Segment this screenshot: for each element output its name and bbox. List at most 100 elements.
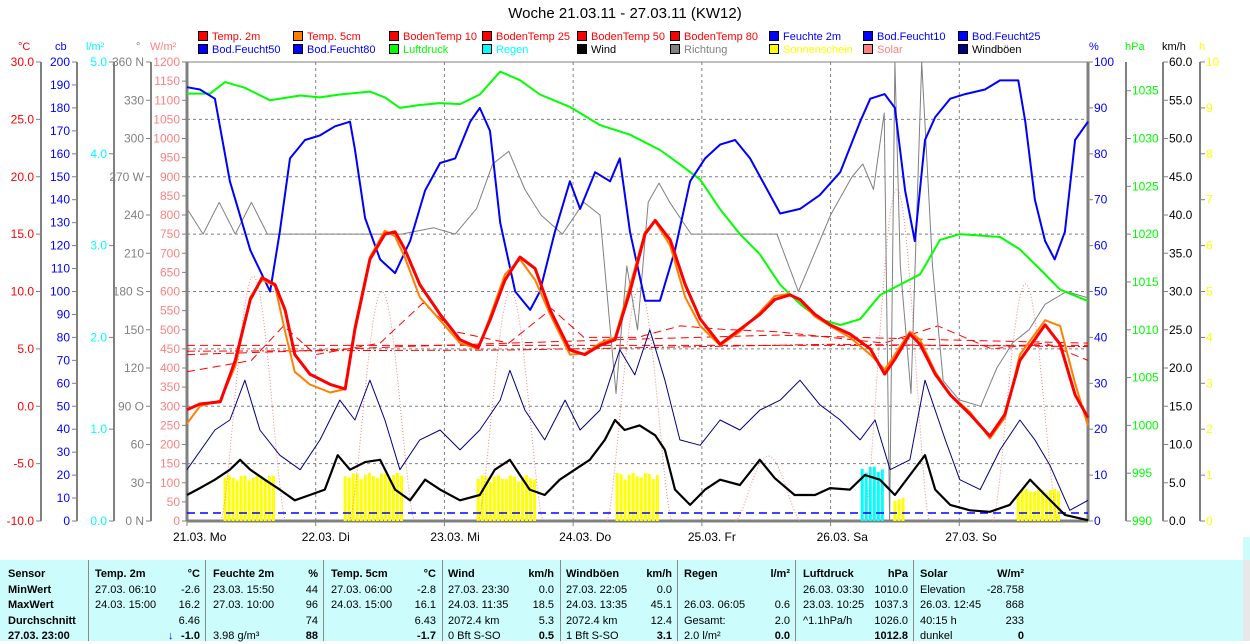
sunshine-bar bbox=[263, 480, 267, 521]
axis-tick-label: 1035 bbox=[1132, 84, 1159, 98]
column-header: Temp. 2m bbox=[95, 568, 146, 580]
cell-text: 27.03. 06:10 bbox=[95, 584, 157, 596]
column-unit: °C bbox=[423, 568, 436, 580]
sunshine-bar bbox=[1024, 488, 1028, 521]
cell-text: dunkel bbox=[920, 630, 953, 642]
axis-tick-label: 80 bbox=[57, 330, 71, 344]
axis-tick-label: 360 N bbox=[112, 55, 144, 69]
day-label: 23.03. Mi bbox=[430, 530, 479, 544]
cell-value: 868 bbox=[1005, 599, 1024, 611]
axis-tick-label: 35.0 bbox=[1169, 246, 1193, 260]
legend-swatch bbox=[863, 31, 873, 41]
axis-tick-label: 180 S bbox=[113, 285, 144, 299]
axis-tick-label: 700 bbox=[160, 246, 180, 260]
legend-label: Bod.Feucht80 bbox=[307, 44, 376, 56]
sunshine-bar bbox=[371, 476, 375, 521]
axis-tick-label: 50 bbox=[1094, 285, 1108, 299]
sunshine-bar bbox=[647, 473, 651, 521]
axis-tick-label: 20.0 bbox=[11, 170, 35, 184]
cell-text: 0 Bft S-SO bbox=[448, 630, 501, 642]
cell-text: 3.98 g/m³ bbox=[213, 630, 260, 642]
legend-item: Windböen bbox=[958, 44, 1022, 56]
series-bodentemp-50 bbox=[186, 343, 1089, 352]
sunshine-bar bbox=[383, 473, 387, 521]
sunshine-bar bbox=[375, 477, 379, 521]
column-unit: W/m² bbox=[997, 568, 1024, 580]
axis-tick-label: 300 bbox=[160, 399, 180, 413]
rain-bar bbox=[860, 468, 864, 521]
sunshine-bar bbox=[1048, 490, 1052, 521]
axis-unit-rain: l/m² bbox=[86, 41, 105, 53]
legend-item: Feuchte 2m bbox=[769, 31, 841, 43]
legend-swatch bbox=[958, 31, 968, 41]
legend-item: BodenTemp 50 bbox=[577, 31, 665, 43]
legend-label: Bod.Feucht10 bbox=[877, 31, 946, 43]
row-label: MinWert bbox=[8, 584, 52, 596]
sunshine-bar bbox=[1040, 489, 1044, 521]
sunshine-bar bbox=[255, 475, 259, 521]
axis-tick-label: 6 bbox=[1206, 239, 1213, 253]
sunshine-bar bbox=[643, 473, 647, 521]
cell-value: 0.0 bbox=[774, 630, 790, 642]
series-bodentemp-10 bbox=[186, 302, 1089, 373]
sunshine-bar bbox=[619, 474, 623, 521]
cell-value: 233 bbox=[1005, 615, 1024, 627]
sunshine-bar bbox=[488, 481, 492, 521]
axis-tick-label: 450 bbox=[160, 342, 180, 356]
legend-label: Bod.Feucht25 bbox=[972, 31, 1041, 43]
column-unit: hPa bbox=[887, 568, 908, 580]
solar-line bbox=[349, 290, 415, 522]
sunshine-bar bbox=[243, 475, 247, 521]
legend-swatch bbox=[670, 44, 680, 54]
sunshine-bar bbox=[1044, 493, 1048, 521]
axis-tick-label: 995 bbox=[1132, 466, 1152, 480]
rain-bar bbox=[872, 466, 876, 521]
axis-unit-cb: cb bbox=[55, 41, 67, 53]
cell-value: 96 bbox=[305, 599, 318, 611]
cell-text: 23.03. 15:50 bbox=[213, 584, 275, 596]
legend-item: BodenTemp 80 bbox=[670, 31, 758, 43]
sunshine-bar bbox=[623, 479, 627, 521]
axis-unit-sun: h bbox=[1199, 41, 1205, 53]
header-sensor: Sensor bbox=[8, 568, 46, 580]
column-header: Feuchte 2m bbox=[213, 568, 275, 580]
sunshine-bar bbox=[351, 473, 355, 521]
column-unit: km/h bbox=[646, 568, 672, 580]
sunshine-bar bbox=[615, 473, 619, 521]
day-label: 25.03. Fr bbox=[688, 530, 736, 544]
legend-label: Bod.Feucht50 bbox=[212, 44, 281, 56]
axis-tick-label: 20 bbox=[1094, 422, 1108, 436]
axis-tick-label: 5.0 bbox=[1169, 476, 1186, 490]
axis-tick-label: 25.0 bbox=[11, 112, 35, 126]
axis-tick-label: 55.0 bbox=[1169, 93, 1193, 107]
axis-tick-label: 70 bbox=[1094, 193, 1108, 207]
cell-value: 16.2 bbox=[178, 599, 200, 611]
sunshine-bar bbox=[897, 499, 901, 521]
weather-chart: °C-10.0-5.00.05.010.015.020.025.030.0cb0… bbox=[7, 41, 1220, 544]
sunshine-bar bbox=[512, 476, 516, 521]
legend-label: Richtung bbox=[684, 44, 728, 56]
column-separator bbox=[205, 560, 206, 641]
axis-tick-label: 4 bbox=[1206, 330, 1213, 344]
cell-text: 26.03. 03:30 bbox=[803, 584, 865, 596]
axis-tick-label: 1150 bbox=[154, 74, 180, 88]
sunshine-bar bbox=[359, 479, 363, 521]
axis-tick-label: 90 O bbox=[118, 399, 144, 413]
day-label: 22.03. Di bbox=[302, 530, 350, 544]
legend-label: Solar bbox=[877, 44, 903, 56]
sunshine-bar bbox=[1016, 493, 1020, 521]
sunshine-bar bbox=[533, 479, 537, 521]
legend-item: Wind bbox=[577, 44, 616, 56]
cell-text: 1 Bft S-SO bbox=[566, 630, 619, 642]
cell-value: 12.4 bbox=[650, 615, 672, 627]
axis-tick-label: 240 bbox=[124, 208, 144, 222]
column-unit: km/h bbox=[528, 568, 554, 580]
axis-tick-label: -5.0 bbox=[13, 457, 34, 471]
axis-tick-label: 250 bbox=[160, 418, 180, 432]
cell-text: 2072.4 km bbox=[448, 615, 500, 627]
axis-tick-label: 5.0 bbox=[90, 55, 107, 69]
axis-tick-label: 950 bbox=[160, 151, 180, 165]
axis-unit-solar: W/m² bbox=[150, 41, 177, 53]
scrollbar-track[interactable] bbox=[1243, 560, 1250, 641]
cell-value: 1037.3 bbox=[874, 599, 908, 611]
